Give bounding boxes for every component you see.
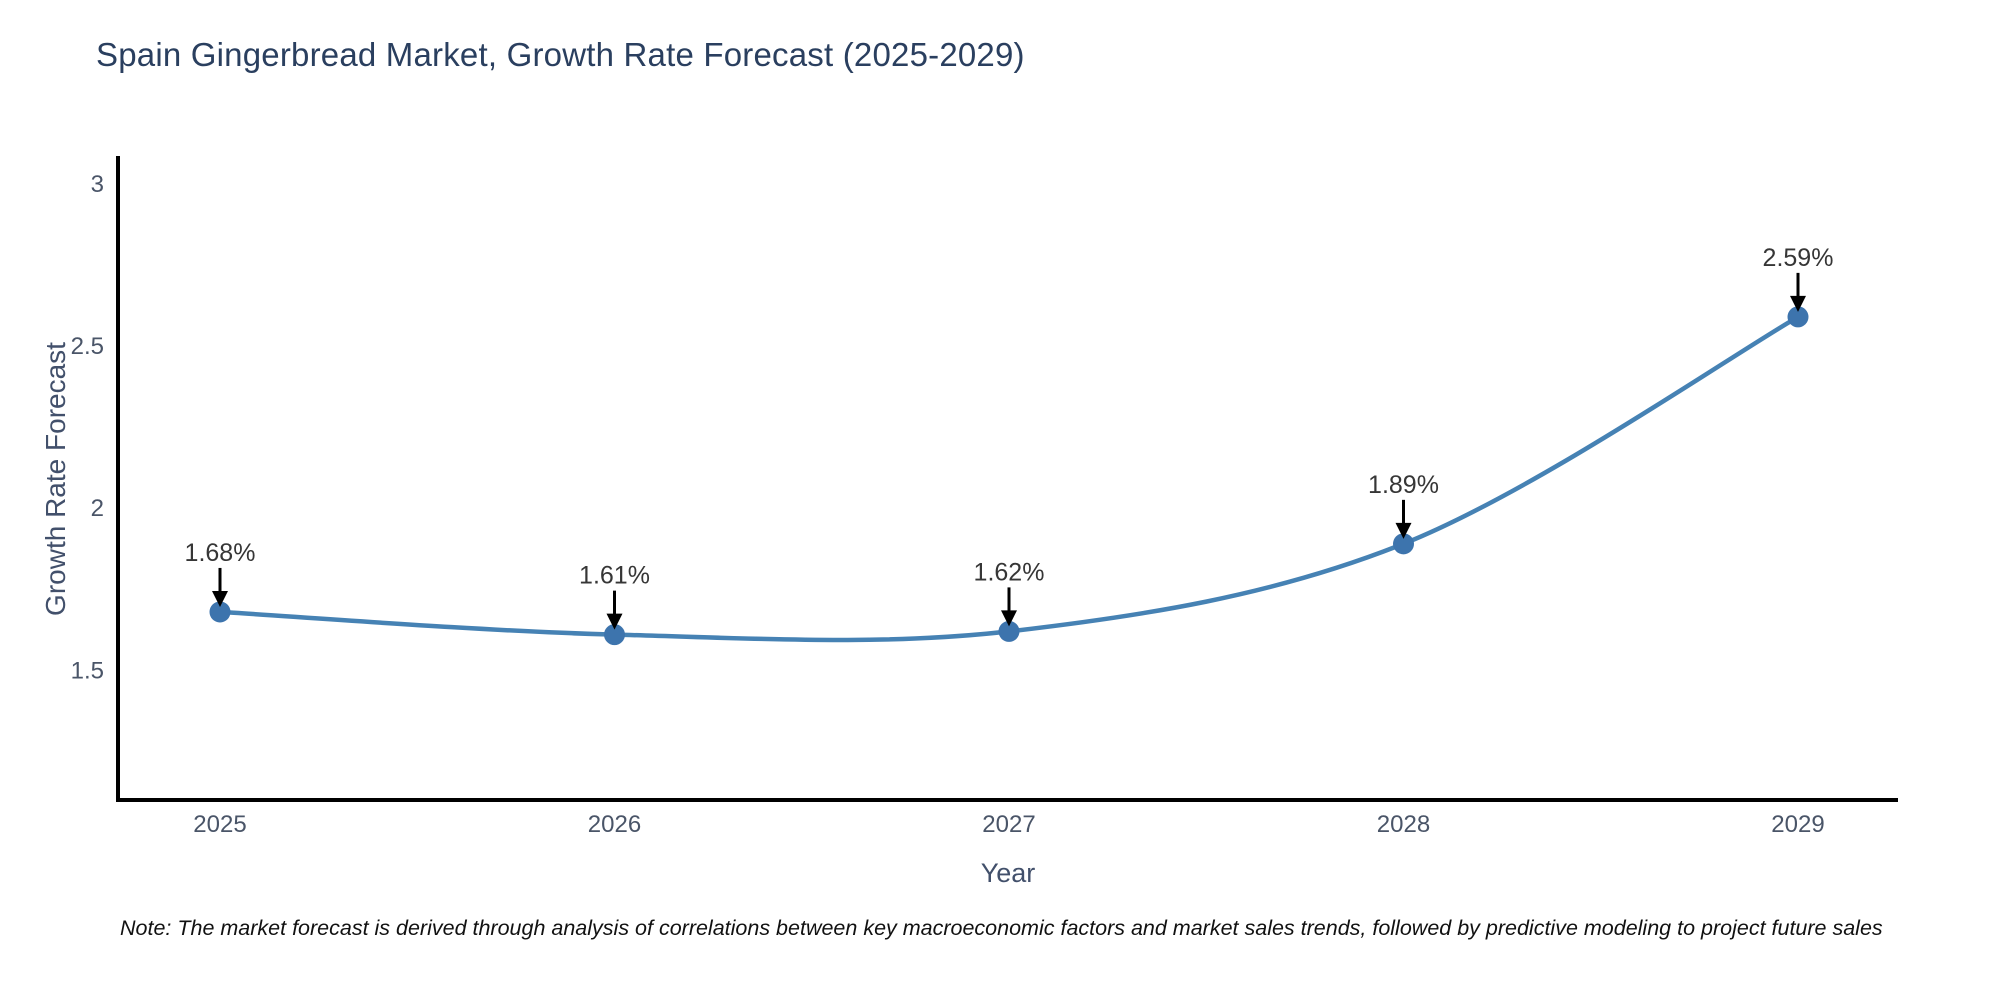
data-point-value-label: 2.59% bbox=[1763, 244, 1834, 272]
data-point-value-label: 1.89% bbox=[1368, 471, 1439, 499]
y-tick-label: 1.5 bbox=[71, 657, 104, 684]
annotation-arrowhead-icon bbox=[212, 590, 228, 607]
data-point-marker bbox=[604, 624, 625, 646]
x-tick-label: 2027 bbox=[982, 811, 1035, 838]
data-point-marker bbox=[209, 601, 231, 623]
annotation-arrowhead-icon bbox=[1395, 522, 1412, 539]
annotation-arrowhead-icon bbox=[1001, 610, 1017, 627]
data-point-marker bbox=[998, 620, 1020, 642]
data-point-annotations: 1.68% 1.61% 1.62% 1.89% 2.59% bbox=[185, 244, 1834, 630]
x-axis-title: Year bbox=[981, 858, 1036, 888]
data-point-value-label: 1.68% bbox=[185, 539, 256, 567]
data-point-marker bbox=[1787, 306, 1809, 328]
forecast-line-series bbox=[209, 306, 1809, 646]
y-axis-ticks: 1.5 2 2.5 3 bbox=[71, 171, 104, 684]
y-tick-label: 2 bbox=[91, 495, 104, 522]
y-axis-title: Growth Rate Forecast bbox=[40, 342, 71, 616]
data-point-value-label: 1.61% bbox=[579, 562, 650, 590]
x-tick-label: 2029 bbox=[1771, 811, 1824, 838]
annotation-arrowhead-icon bbox=[606, 613, 623, 630]
x-axis-ticks: 2025 2026 2027 2028 2029 bbox=[193, 811, 1824, 838]
chart-title: Spain Gingerbread Market, Growth Rate Fo… bbox=[96, 36, 1025, 73]
x-tick-label: 2028 bbox=[1377, 811, 1430, 838]
footnote-text: Note: The market forecast is derived thr… bbox=[120, 916, 1883, 940]
data-point-value-label: 1.62% bbox=[974, 558, 1045, 586]
y-tick-label: 3 bbox=[91, 171, 104, 198]
x-tick-label: 2026 bbox=[588, 811, 641, 838]
x-tick-label: 2025 bbox=[193, 811, 246, 838]
annotation-arrowhead-icon bbox=[1790, 295, 1806, 312]
y-tick-label: 2.5 bbox=[71, 333, 104, 360]
data-point-marker bbox=[1393, 533, 1414, 555]
